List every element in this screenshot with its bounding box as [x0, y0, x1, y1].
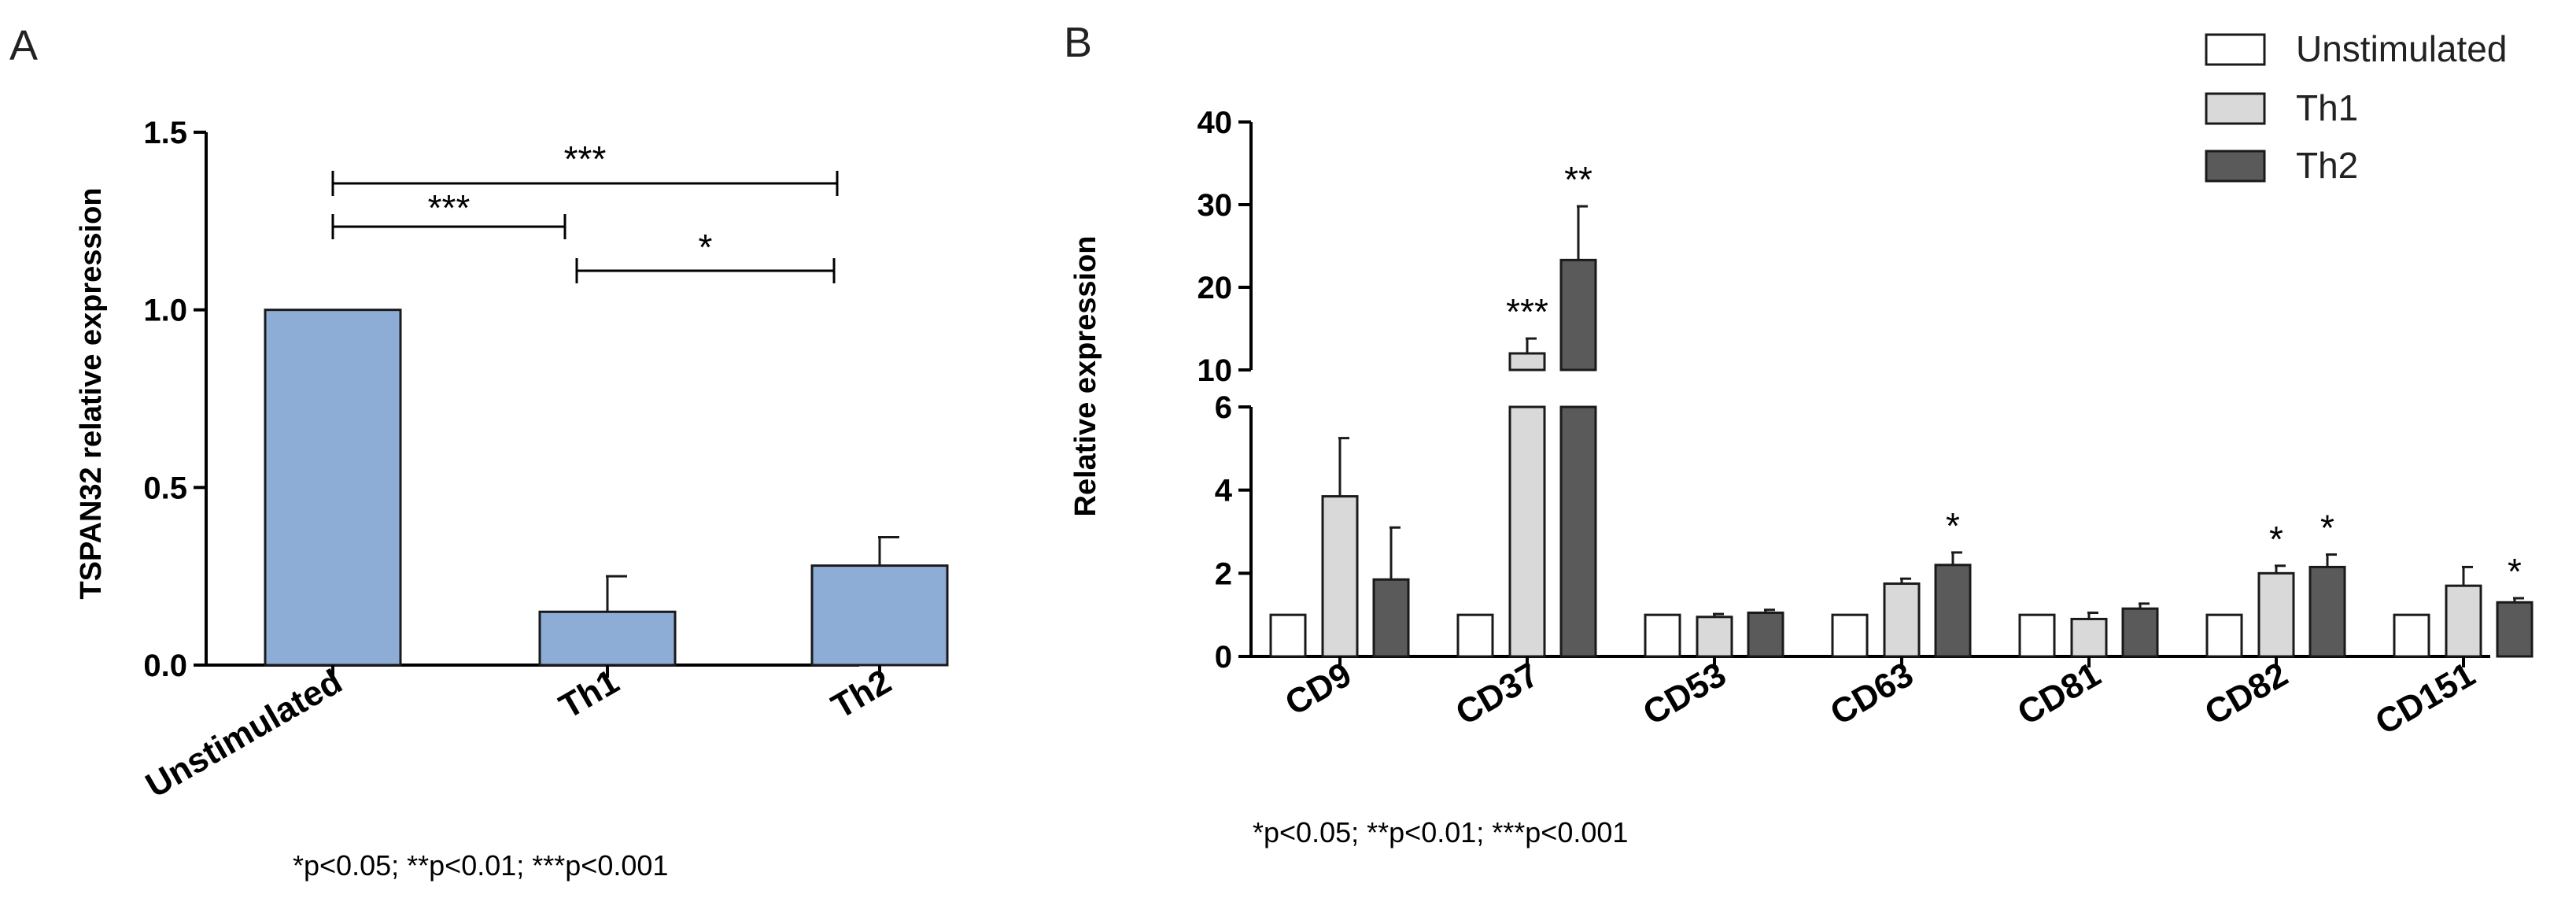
panel-a-category-label: Th1: [553, 662, 626, 726]
panel-b-categories: CD9 CD37 CD53 CD63 CD81 CD82 CD151: [1279, 655, 2482, 742]
panel-b-bar-cd63-th2: [1934, 564, 1972, 658]
panel-b-category-label: CD9: [1279, 655, 1358, 723]
panel-b-letter: B: [1064, 19, 1092, 66]
panel-a-y-tick-label: 1.0: [143, 294, 187, 328]
legend-swatch-unstimulated: [2205, 33, 2266, 66]
panel-b-y-tick-label: 6: [1215, 390, 1232, 425]
panel-a-comparisons: *******: [331, 139, 839, 283]
panel-b-category-label: CD151: [2369, 655, 2482, 742]
panel-b-bar-cd81-th1: [2070, 617, 2108, 658]
legend-label-th1: Th1: [2296, 87, 2358, 128]
panel-a-y-axis-title: TSPAN32 relative expression: [75, 187, 108, 599]
panel-a-bar-unstimulated: [264, 309, 402, 667]
panel-b-axis-break-gap: [1558, 372, 1599, 405]
panel-b-significance-label: *: [2269, 519, 2283, 560]
panel-b-bar-cd81-unstimulated: [2018, 613, 2056, 658]
panel-b-bar-cd63-unstimulated: [1831, 613, 1869, 658]
panel-a-y-ticks: 0.0 0.5 1.0 1.5: [143, 116, 206, 683]
panel-b-y-axis-title: Relative expression: [1069, 236, 1102, 517]
panel-b-y-ticks: 0 2 4 610 20 30 40: [1198, 105, 1251, 675]
panel-b-bar-cd151-th1: [2445, 584, 2482, 658]
panel-a-comparison-label: *: [699, 227, 713, 268]
panel-a-bars: [264, 309, 949, 678]
panel-b-bar-cd81-th2: [2121, 607, 2159, 658]
panel-a-footnote: *p<0.05; **p<0.01; ***p<0.001: [293, 849, 668, 882]
panel-b-bar-cd37-th2-lower: [1559, 405, 1597, 658]
panel-b-bar-cd82-th1: [2257, 571, 2295, 658]
panel-a-category-label: Th2: [825, 662, 898, 726]
panel-b-category-label: CD81: [2011, 655, 2107, 733]
panel-b-bars: ****** * **: [1269, 159, 2534, 667]
panel-b-footnote: *p<0.05; **p<0.01; ***p<0.001: [1253, 816, 1628, 848]
panel-b-bar-cd53-unstimulated: [1644, 613, 1681, 658]
panel-b-significance-label: *: [2508, 551, 2522, 592]
panel-b-y-tick-label: 20: [1198, 271, 1233, 305]
panel-a-y-tick-label: 0.0: [143, 649, 187, 683]
panel-b-y-tick-label: 10: [1198, 353, 1233, 388]
panel-b-bar-cd151-th2: [2496, 601, 2534, 658]
panel-b-legend: Unstimulated Th1 Th2: [2205, 28, 2507, 186]
panel-b-bar-cd9-th2: [1372, 578, 1410, 658]
panel-b-significance-label: **: [1564, 159, 1592, 200]
panel-b-bar-cd9-unstimulated: [1269, 613, 1307, 658]
panel-b-y-tick-label: 4: [1215, 474, 1233, 508]
panel-b-bar-cd63-th1: [1883, 582, 1921, 658]
panel-a-letter: A: [9, 22, 38, 69]
panel-b-significance-label: *: [2320, 508, 2334, 549]
panel-a-comparison-label: ***: [564, 139, 607, 179]
panel-b-category-label: CD37: [1449, 655, 1545, 733]
panel-a-bar-th1: [538, 610, 677, 667]
panel-b-y-tick-label: 2: [1215, 556, 1232, 591]
panel-b-y-tick-label: 30: [1198, 188, 1233, 223]
legend-label-unstimulated: Unstimulated: [2296, 28, 2507, 69]
panel-b-bar-cd53-th2: [1747, 612, 1784, 658]
panel-b-y-tick-label: 40: [1198, 105, 1233, 140]
legend-swatch-th2: [2205, 150, 2266, 183]
panel-b-bar-cd151-unstimulated: [2393, 613, 2430, 658]
panel-b-bar-cd37-th2-upper: [1559, 258, 1597, 372]
panel-b-bar-cd9-th1: [1321, 495, 1359, 658]
panel-b-bar-cd82-unstimulated: [2205, 613, 2243, 658]
panel-b-category-label: CD63: [1824, 655, 1920, 733]
panel-b-category-label: CD53: [1637, 655, 1733, 733]
panel-b-bar-cd37-unstimulated: [1456, 613, 1494, 658]
panel-a: A TSPAN32 relative expression 0.0 0.5 1.0 1…: [9, 22, 949, 882]
panel-b-bar-cd37-th1-upper: [1508, 352, 1546, 372]
panel-a-comparison-label: ***: [428, 187, 471, 228]
panel-b-axis-break-gap: [1507, 372, 1548, 405]
panel-b-bar-cd53-th1: [1696, 616, 1733, 658]
panel-a-y-tick-label: 0.5: [143, 471, 187, 505]
panel-b-significance-label: ***: [1506, 291, 1548, 332]
legend-label-th2: Th2: [2296, 145, 2358, 186]
panel-a-category-label: Unstimulated: [139, 662, 349, 805]
panel-a-categories: Unstimulated Th1 Th2: [139, 662, 898, 805]
panel-a-y-tick-label: 1.5: [143, 116, 187, 150]
panel-b-bar-cd82-th2: [2308, 565, 2346, 658]
panel-b-y-tick-label: 0: [1215, 640, 1232, 675]
panel-b-bar-cd37-th1-lower: [1508, 405, 1546, 658]
panel-b-category-label: CD82: [2198, 655, 2294, 733]
panel-b-significance-label: *: [1946, 505, 1960, 546]
legend-swatch-th1: [2205, 92, 2266, 125]
panel-a-bar-th2: [810, 564, 949, 667]
